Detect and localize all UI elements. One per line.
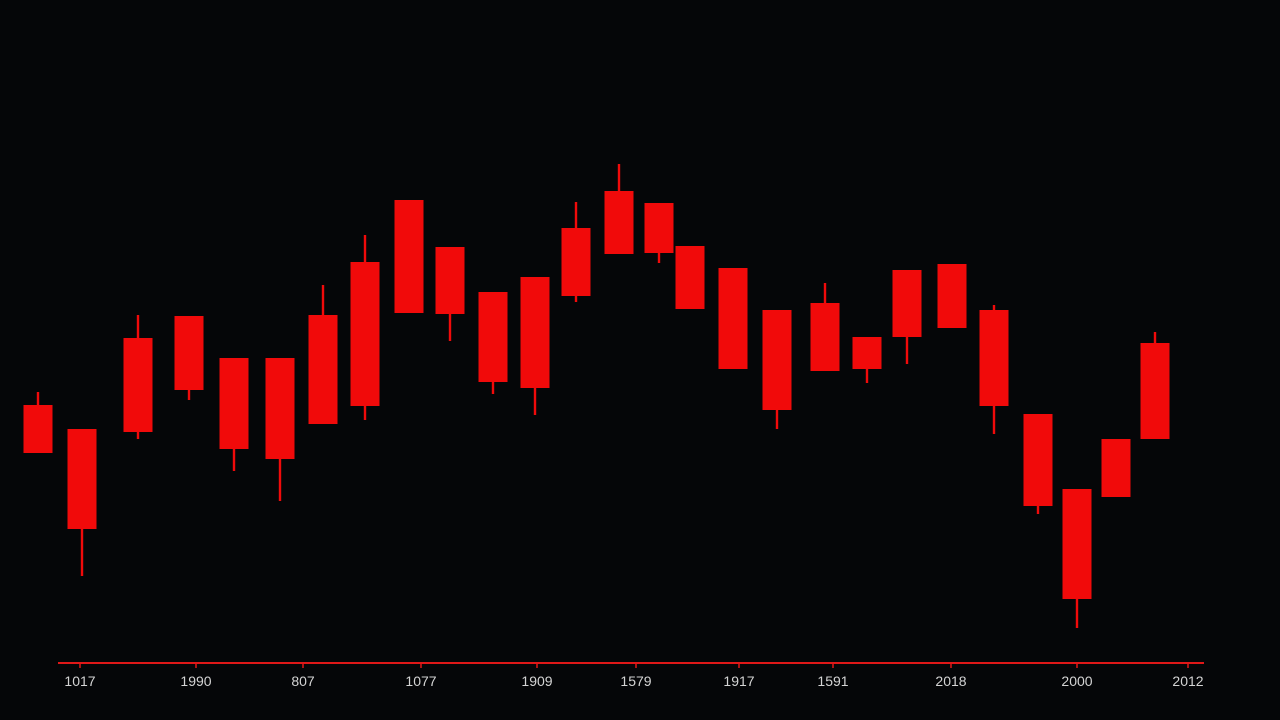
candle: [979, 305, 1009, 434]
candle: [478, 292, 508, 394]
candles-layer: [23, 164, 1170, 628]
x-tick-label: 2018: [935, 673, 966, 689]
x-tick-label: 1591: [817, 673, 848, 689]
candle-body: [435, 247, 465, 314]
candle: [265, 358, 295, 501]
candle: [1101, 439, 1131, 497]
candle: [604, 164, 634, 254]
candle: [852, 337, 882, 383]
candle: [1062, 489, 1092, 628]
candle-body: [350, 262, 380, 406]
candle-body: [644, 203, 674, 253]
candle-body: [561, 228, 591, 296]
candle: [810, 283, 840, 371]
candle: [1023, 414, 1053, 514]
candle-body: [394, 200, 424, 313]
candle: [174, 316, 204, 400]
candle-body: [718, 268, 748, 369]
candle-body: [1140, 343, 1170, 439]
candle-body: [219, 358, 249, 449]
candle: [561, 202, 591, 302]
candle-body: [810, 303, 840, 371]
x-tick-label: 2000: [1061, 673, 1092, 689]
candle-body: [520, 277, 550, 388]
candle: [520, 277, 550, 415]
candle-body: [308, 315, 338, 424]
x-tick-label: 1990: [180, 673, 211, 689]
candle: [718, 268, 748, 369]
candle-body: [1062, 489, 1092, 599]
candle: [937, 264, 967, 328]
candle: [23, 392, 53, 453]
candle-body: [937, 264, 967, 328]
candle-body: [265, 358, 295, 459]
x-tick-label: 1579: [620, 673, 651, 689]
candle-body: [604, 191, 634, 254]
candle-body: [675, 246, 705, 309]
candle-body: [1101, 439, 1131, 497]
candle-body: [174, 316, 204, 390]
candle-body: [123, 338, 153, 432]
x-tick-label: 1909: [521, 673, 552, 689]
x-axis-ticks: 1017 1990 807 1077 1909 1579 1917 1591 2018 2000 2…: [64, 663, 1204, 689]
x-tick-label: 2012: [1172, 673, 1203, 689]
candle-body: [852, 337, 882, 369]
candle: [67, 429, 97, 576]
candle: [435, 247, 465, 341]
candle: [892, 270, 922, 364]
x-tick-label: 807: [291, 673, 315, 689]
candle-body: [762, 310, 792, 410]
candle-body: [1023, 414, 1053, 506]
candle: [123, 315, 153, 439]
candle: [644, 203, 674, 263]
candle: [394, 200, 424, 313]
x-tick-label: 1017: [64, 673, 95, 689]
candle: [762, 310, 792, 429]
x-tick-label: 1917: [723, 673, 754, 689]
candle-body: [892, 270, 922, 337]
candle: [219, 358, 249, 471]
candle: [308, 285, 338, 424]
candle-body: [979, 310, 1009, 406]
candle: [350, 235, 380, 420]
candle-body: [23, 405, 53, 453]
candle: [1140, 332, 1170, 439]
candle: [675, 246, 705, 309]
candle-body: [478, 292, 508, 382]
x-tick-label: 1077: [405, 673, 436, 689]
candle-body: [67, 429, 97, 529]
